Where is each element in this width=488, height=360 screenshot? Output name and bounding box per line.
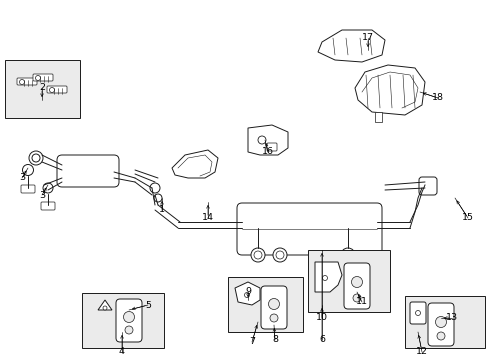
FancyBboxPatch shape (33, 74, 53, 81)
FancyBboxPatch shape (41, 202, 55, 210)
Polygon shape (314, 262, 341, 292)
Circle shape (123, 311, 134, 323)
Circle shape (436, 332, 444, 340)
Polygon shape (98, 300, 112, 310)
Circle shape (103, 306, 107, 310)
Circle shape (275, 251, 284, 259)
Circle shape (322, 275, 327, 280)
Text: 7: 7 (248, 338, 254, 346)
Circle shape (351, 276, 362, 288)
FancyBboxPatch shape (116, 299, 142, 342)
Circle shape (269, 314, 278, 322)
Circle shape (352, 294, 360, 302)
FancyBboxPatch shape (266, 143, 276, 151)
Text: 14: 14 (202, 213, 214, 222)
Polygon shape (374, 112, 381, 122)
Polygon shape (247, 125, 287, 155)
Text: 1: 1 (159, 206, 164, 215)
FancyBboxPatch shape (261, 286, 286, 329)
Circle shape (435, 316, 446, 328)
Bar (82, 293, 163, 348)
FancyBboxPatch shape (343, 263, 369, 309)
Text: 15: 15 (461, 213, 473, 222)
FancyBboxPatch shape (237, 203, 381, 255)
Text: 18: 18 (431, 94, 443, 103)
Circle shape (253, 251, 262, 259)
Text: 8: 8 (271, 336, 278, 345)
FancyBboxPatch shape (409, 302, 425, 324)
FancyBboxPatch shape (427, 303, 453, 346)
FancyBboxPatch shape (21, 185, 35, 193)
Polygon shape (317, 30, 384, 62)
FancyBboxPatch shape (418, 177, 436, 195)
Circle shape (415, 310, 420, 315)
Bar (5, 60, 80, 118)
Text: 16: 16 (262, 148, 273, 157)
Circle shape (244, 292, 249, 297)
Circle shape (29, 151, 43, 165)
FancyBboxPatch shape (57, 155, 119, 187)
Text: 13: 13 (445, 314, 457, 323)
Circle shape (154, 194, 162, 202)
Circle shape (49, 87, 54, 93)
Bar (404, 296, 484, 348)
Text: 3: 3 (19, 174, 25, 183)
Bar (227, 277, 303, 332)
Circle shape (43, 183, 53, 193)
Text: 3: 3 (39, 190, 45, 199)
Circle shape (36, 76, 41, 81)
Circle shape (268, 298, 279, 310)
FancyBboxPatch shape (47, 86, 67, 93)
Circle shape (250, 248, 264, 262)
Polygon shape (354, 65, 424, 115)
Polygon shape (172, 150, 218, 178)
Circle shape (150, 183, 160, 193)
Circle shape (258, 136, 265, 144)
Text: 5: 5 (145, 301, 151, 310)
Text: 10: 10 (315, 314, 327, 323)
Circle shape (340, 248, 354, 262)
Polygon shape (235, 282, 260, 305)
Circle shape (20, 80, 24, 85)
FancyBboxPatch shape (17, 78, 37, 85)
Text: 6: 6 (318, 336, 325, 345)
Text: 12: 12 (415, 347, 427, 356)
Bar (307, 250, 389, 312)
Text: 9: 9 (244, 288, 250, 297)
Circle shape (272, 248, 286, 262)
Text: 4: 4 (119, 347, 125, 356)
Text: 17: 17 (361, 33, 373, 42)
Text: 2: 2 (39, 84, 45, 93)
Circle shape (32, 154, 40, 162)
Circle shape (125, 326, 133, 334)
Circle shape (22, 165, 34, 175)
Text: 11: 11 (355, 297, 367, 306)
